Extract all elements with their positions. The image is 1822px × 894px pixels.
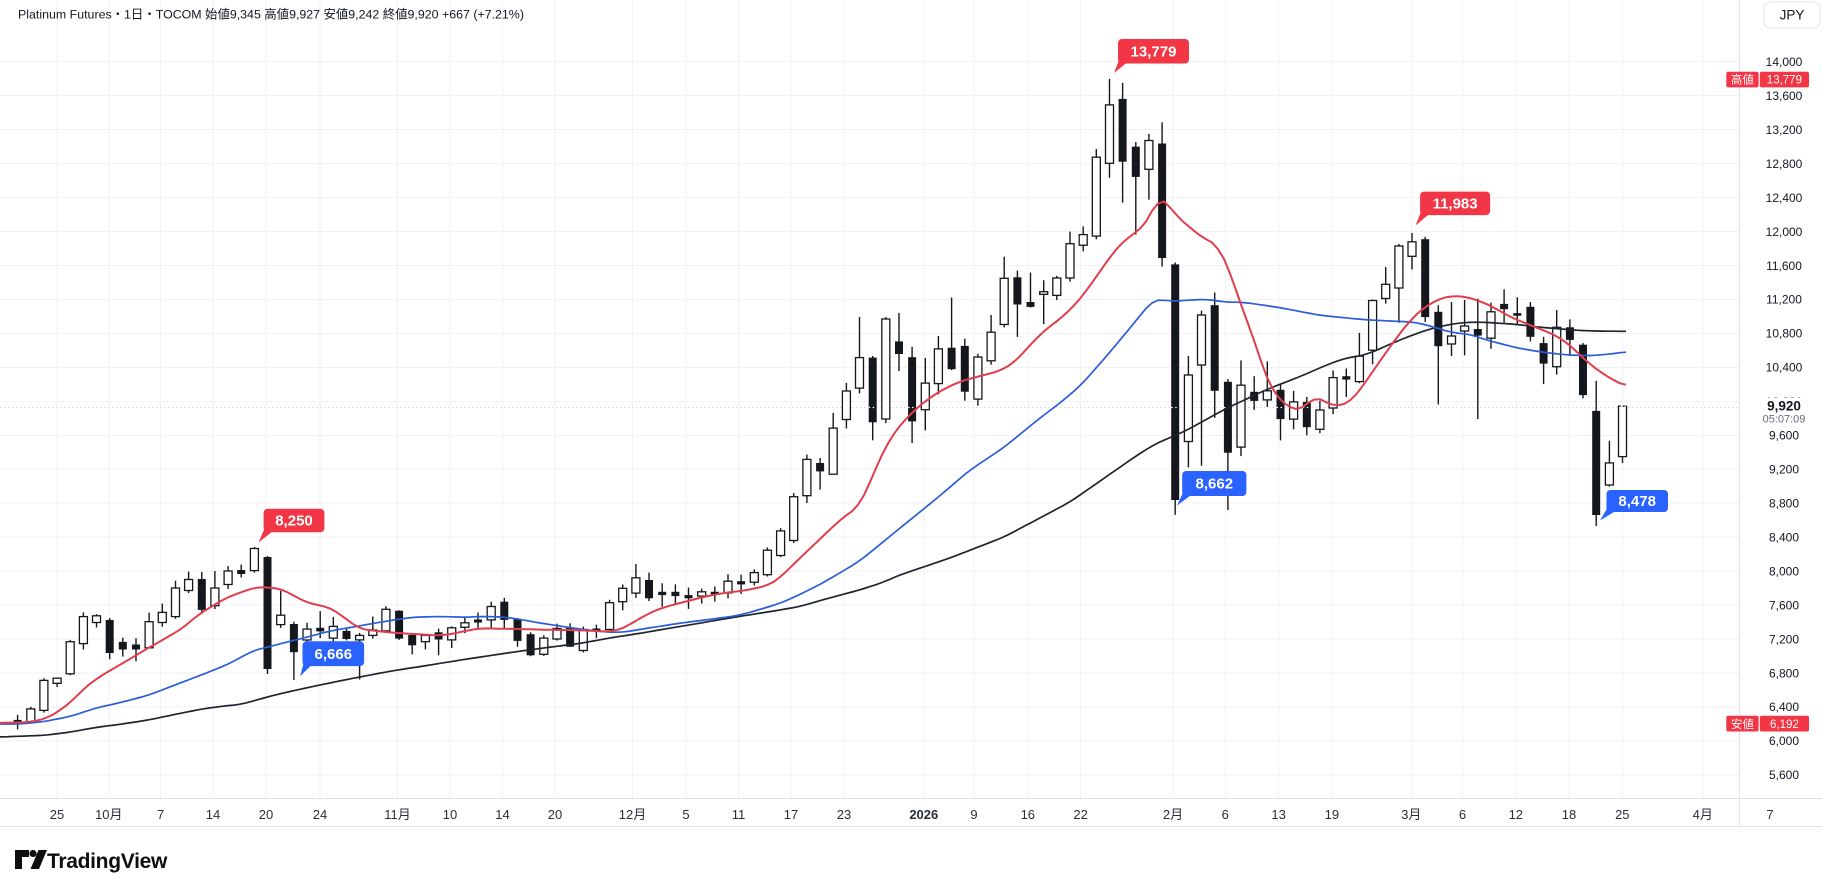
svg-text:6,000: 6,000	[1769, 734, 1799, 748]
svg-text:10,800: 10,800	[1766, 327, 1803, 341]
svg-text:6,666: 6,666	[315, 646, 353, 663]
svg-text:Platinum Futures・1日・TOCOM 始値9: Platinum Futures・1日・TOCOM 始値9,345 高値9,92…	[18, 7, 524, 22]
svg-text:6,192: 6,192	[1770, 719, 1799, 731]
svg-text:7,600: 7,600	[1769, 598, 1799, 612]
svg-text:22: 22	[1073, 807, 1087, 822]
svg-text:9,200: 9,200	[1769, 463, 1799, 477]
svg-text:12,800: 12,800	[1766, 157, 1803, 171]
svg-text:20: 20	[548, 807, 562, 822]
svg-text:10月: 10月	[95, 807, 122, 822]
svg-text:安値: 安値	[1731, 717, 1754, 731]
svg-text:4月: 4月	[1693, 807, 1713, 822]
svg-text:16: 16	[1021, 807, 1035, 822]
svg-text:14: 14	[206, 807, 220, 822]
svg-text:19: 19	[1325, 807, 1339, 822]
svg-text:6: 6	[1222, 807, 1229, 822]
svg-text:11: 11	[732, 807, 746, 822]
svg-text:JPY: JPY	[1780, 8, 1805, 23]
svg-text:8,800: 8,800	[1769, 497, 1799, 511]
svg-text:05:07:09: 05:07:09	[1763, 414, 1806, 426]
svg-text:高値: 高値	[1731, 73, 1754, 87]
svg-text:13: 13	[1271, 807, 1285, 822]
svg-text:10,400: 10,400	[1766, 361, 1803, 375]
svg-text:11月: 11月	[384, 807, 411, 822]
svg-text:14: 14	[495, 807, 509, 822]
svg-text:13,200: 13,200	[1766, 123, 1803, 137]
svg-text:7: 7	[1766, 807, 1773, 822]
svg-text:9: 9	[970, 807, 977, 822]
svg-text:14,000: 14,000	[1766, 55, 1803, 69]
svg-text:8,662: 8,662	[1196, 476, 1234, 493]
svg-text:9,920: 9,920	[1767, 399, 1801, 414]
svg-text:23: 23	[837, 807, 851, 822]
svg-text:8,478: 8,478	[1618, 493, 1656, 510]
svg-text:17: 17	[784, 807, 798, 822]
svg-text:18: 18	[1562, 807, 1576, 822]
svg-text:10: 10	[443, 807, 457, 822]
svg-text:11,983: 11,983	[1433, 196, 1478, 213]
svg-text:12月: 12月	[619, 807, 646, 822]
svg-text:6,800: 6,800	[1769, 666, 1799, 680]
svg-text:2026: 2026	[909, 807, 938, 822]
svg-text:8,400: 8,400	[1769, 530, 1799, 544]
svg-text:TradingView: TradingView	[47, 850, 168, 873]
svg-text:13,600: 13,600	[1766, 89, 1803, 103]
svg-text:12,000: 12,000	[1766, 225, 1803, 239]
svg-text:20: 20	[259, 807, 273, 822]
svg-text:13,779: 13,779	[1767, 75, 1802, 87]
svg-text:11,600: 11,600	[1766, 259, 1802, 273]
svg-text:3月: 3月	[1401, 807, 1421, 822]
svg-text:11,200: 11,200	[1766, 293, 1802, 307]
svg-text:12: 12	[1509, 807, 1523, 822]
svg-text:8,250: 8,250	[275, 513, 313, 530]
svg-text:24: 24	[313, 807, 327, 822]
svg-text:5,600: 5,600	[1769, 768, 1799, 782]
svg-text:9,600: 9,600	[1769, 429, 1799, 443]
svg-text:7: 7	[157, 807, 164, 822]
svg-text:6: 6	[1459, 807, 1466, 822]
svg-text:25: 25	[1615, 807, 1629, 822]
svg-text:25: 25	[50, 807, 64, 822]
svg-text:5: 5	[682, 807, 689, 822]
svg-text:2月: 2月	[1163, 807, 1183, 822]
svg-text:12,400: 12,400	[1766, 191, 1803, 205]
svg-text:7,200: 7,200	[1769, 632, 1799, 646]
svg-text:8,000: 8,000	[1769, 564, 1799, 578]
svg-text:6,400: 6,400	[1769, 700, 1799, 714]
svg-text:13,779: 13,779	[1131, 44, 1177, 61]
